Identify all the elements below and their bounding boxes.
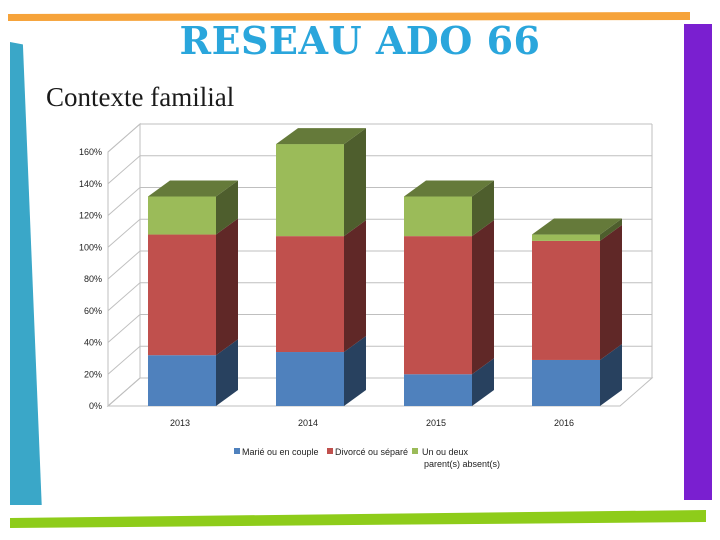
gridline-side <box>107 250 141 280</box>
bar-2014-3 <box>276 144 344 237</box>
legend-label-3-line2: parent(s) absent(s) <box>424 459 500 469</box>
bar-2015-3 <box>404 196 472 237</box>
y-tick-label: 160% <box>79 147 102 157</box>
bar-2013-3 <box>148 196 216 235</box>
x-tick-label-2016: 2016 <box>554 418 574 428</box>
legend-label-2: Divorcé ou séparé <box>335 447 408 457</box>
gridline-side <box>107 345 141 375</box>
frame-bottom-green-stripe <box>10 510 706 528</box>
y-tick-label: 20% <box>84 369 102 379</box>
bar-2016-1 <box>532 359 600 406</box>
legend-swatch-1 <box>234 448 240 454</box>
bar-side-2016-3 <box>600 218 622 241</box>
x-tick-label-2015: 2015 <box>426 418 446 428</box>
gridline-side <box>107 314 141 343</box>
bar-side-2015-1 <box>472 358 494 406</box>
gridline-side <box>107 155 141 185</box>
gridline-side <box>107 282 141 312</box>
bar-top-2013 <box>148 180 238 197</box>
bar-2014-2 <box>276 236 344 353</box>
bar-side-2015-3 <box>472 180 494 237</box>
y-tick-label: 80% <box>84 274 102 284</box>
bar-2015-2 <box>404 236 472 375</box>
gridline-side <box>107 123 141 153</box>
legend-swatch-3 <box>412 448 418 454</box>
x-tick-label-2014: 2014 <box>298 418 318 428</box>
gridline-side <box>107 187 141 216</box>
bar-side-2013-1 <box>216 339 238 406</box>
y-tick-label: 140% <box>79 179 102 189</box>
bar-side-2013-2 <box>216 218 238 356</box>
bar-top-2015 <box>404 180 494 197</box>
y-tick-label: 120% <box>79 211 102 221</box>
bar-side-2016-2 <box>600 224 622 360</box>
legend-label-3: Un ou deux <box>422 447 469 457</box>
slide-title: RESEAU ADO 66 <box>179 18 541 63</box>
frame-right-purple-stripe <box>684 24 712 500</box>
legend-swatch-2 <box>327 448 333 454</box>
y-tick-label: 60% <box>84 306 102 316</box>
bar-side-2014-2 <box>344 220 366 353</box>
bar-side-2014-1 <box>344 336 366 406</box>
bar-top-2014 <box>276 128 366 145</box>
gridline-side <box>107 218 141 248</box>
y-tick-label: 0% <box>89 401 102 411</box>
bar-side-2016-1 <box>600 343 622 406</box>
bar-2014-1 <box>276 352 344 406</box>
bar-2015-1 <box>404 374 472 406</box>
bar-2016-3 <box>532 234 600 241</box>
slide-subtitle: Contexte familial <box>46 82 235 112</box>
bar-2016-2 <box>532 240 600 360</box>
bar-top-2016 <box>532 218 622 235</box>
gridline-side <box>107 377 141 407</box>
legend-label-1: Marié ou en couple <box>242 447 319 457</box>
bar-side-2015-2 <box>472 220 494 375</box>
bar-side-2013-3 <box>216 180 238 235</box>
x-tick-label-2013: 2013 <box>170 418 190 428</box>
bar-2013-1 <box>148 355 216 406</box>
frame-top-orange-stripe <box>8 12 690 21</box>
y-tick-label: 100% <box>79 242 102 252</box>
bar-side-2014-3 <box>344 128 366 237</box>
bar-2013-2 <box>148 234 216 356</box>
y-tick-label: 40% <box>84 338 102 348</box>
